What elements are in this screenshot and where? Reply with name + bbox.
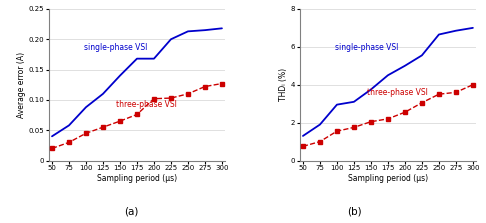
Text: single-phase VSI: single-phase VSI xyxy=(335,43,398,52)
Y-axis label: THDᵢ (%): THDᵢ (%) xyxy=(279,68,288,101)
Y-axis label: Average error (A): Average error (A) xyxy=(17,52,26,118)
Text: single-phase VSI: single-phase VSI xyxy=(84,43,147,52)
Text: three-phase VSI: three-phase VSI xyxy=(367,88,428,97)
X-axis label: Sampling period (μs): Sampling period (μs) xyxy=(97,173,177,182)
Text: (b): (b) xyxy=(347,206,362,216)
Text: three-phase VSI: three-phase VSI xyxy=(116,101,176,109)
X-axis label: Sampling period (μs): Sampling period (μs) xyxy=(348,173,428,182)
Text: (a): (a) xyxy=(124,206,139,216)
